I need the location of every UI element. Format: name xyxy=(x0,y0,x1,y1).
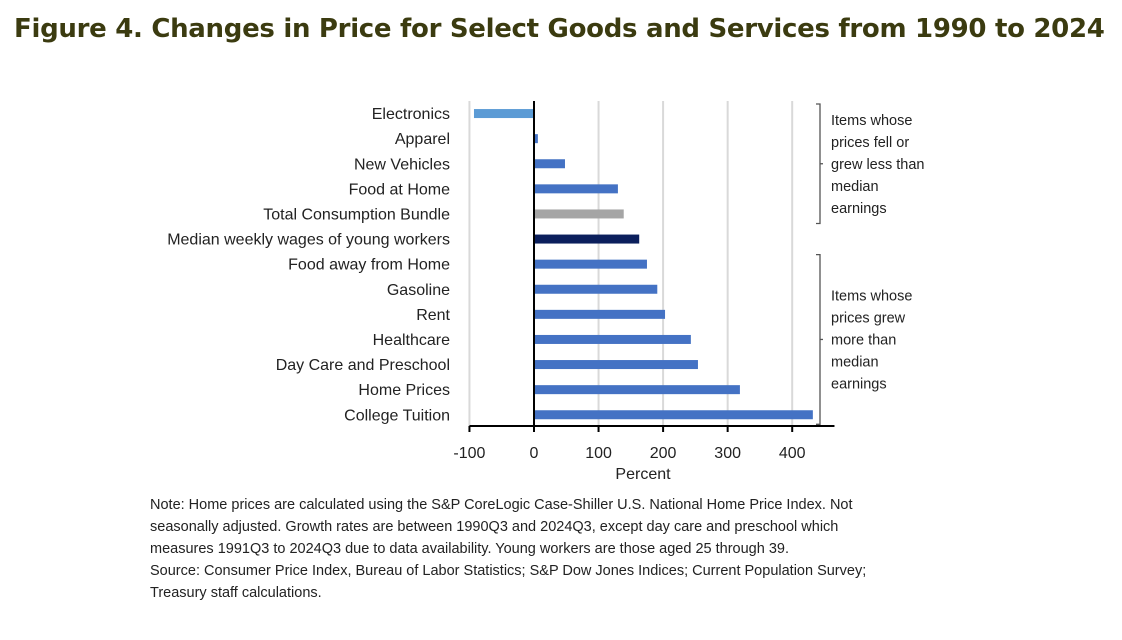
bracket xyxy=(816,103,821,225)
category-label: Day Care and Preschool xyxy=(276,357,450,374)
note-line: measures 1991Q3 to 2024Q3 due to data av… xyxy=(150,541,789,557)
bar xyxy=(534,234,640,244)
note-line: seasonally adjusted. Growth rates are be… xyxy=(150,519,839,535)
bar xyxy=(473,109,534,119)
bar xyxy=(534,410,813,420)
bar xyxy=(534,209,624,219)
category-label: Total Consumption Bundle xyxy=(263,206,450,223)
x-tick-label: 100 xyxy=(585,445,612,462)
category-label: Food away from Home xyxy=(288,257,450,274)
annotation-line: earnings xyxy=(831,201,887,217)
category-labels: Electronics Apparel New Vehicles Food at Ho… xyxy=(167,106,450,424)
x-tick-label: 300 xyxy=(714,445,741,462)
bars xyxy=(473,109,813,420)
category-label: Food at Home xyxy=(349,181,450,198)
category-label: Rent xyxy=(416,307,450,324)
category-label: Healthcare xyxy=(373,332,450,349)
bracket xyxy=(816,253,821,425)
annotation-line: prices grew xyxy=(831,310,906,326)
annotation-line: more than xyxy=(831,332,896,348)
x-axis-label: Percent xyxy=(615,466,671,483)
note-line: Source: Consumer Price Index, Bureau of … xyxy=(150,563,867,579)
annotation-line: Items whose xyxy=(831,113,912,129)
figure-title: Figure 4. Changes in Price for Select Go… xyxy=(14,14,1105,44)
figure-note: Note: Home prices are calculated using t… xyxy=(150,494,950,604)
category-label: Home Prices xyxy=(358,382,450,399)
bar xyxy=(534,385,740,395)
note-line: Note: Home prices are calculated using t… xyxy=(150,497,853,513)
bar xyxy=(534,360,698,370)
annotation-line: Items whose xyxy=(831,288,912,304)
category-label: New Vehicles xyxy=(354,156,450,173)
annotation-line: earnings xyxy=(831,376,887,392)
annotation-line: prices fell or xyxy=(831,135,909,151)
bar xyxy=(534,134,538,144)
bar xyxy=(534,159,565,169)
note-line: Treasury staff calculations. xyxy=(150,585,322,601)
category-label: Apparel xyxy=(395,131,450,148)
annotations: Items whose prices fell or grew less than m… xyxy=(816,103,925,425)
x-tick-label: 0 xyxy=(530,445,539,462)
category-label: Median weekly wages of young workers xyxy=(167,232,450,249)
bar xyxy=(534,334,691,344)
x-tick-label: 200 xyxy=(650,445,677,462)
x-axis: -100 0 100 200 300 400 xyxy=(453,101,835,462)
category-label: Gasoline xyxy=(387,282,450,299)
bar xyxy=(534,284,658,294)
annotation-line: median xyxy=(831,179,879,195)
annotation-line: grew less than xyxy=(831,157,925,173)
bar xyxy=(534,184,618,194)
annotation-line: median xyxy=(831,354,879,370)
x-tick-label: 400 xyxy=(779,445,806,462)
bar xyxy=(534,259,647,269)
bar xyxy=(534,309,666,319)
category-label: College Tuition xyxy=(344,407,450,424)
x-tick-label: -100 xyxy=(453,445,485,462)
category-label: Electronics xyxy=(372,106,450,123)
